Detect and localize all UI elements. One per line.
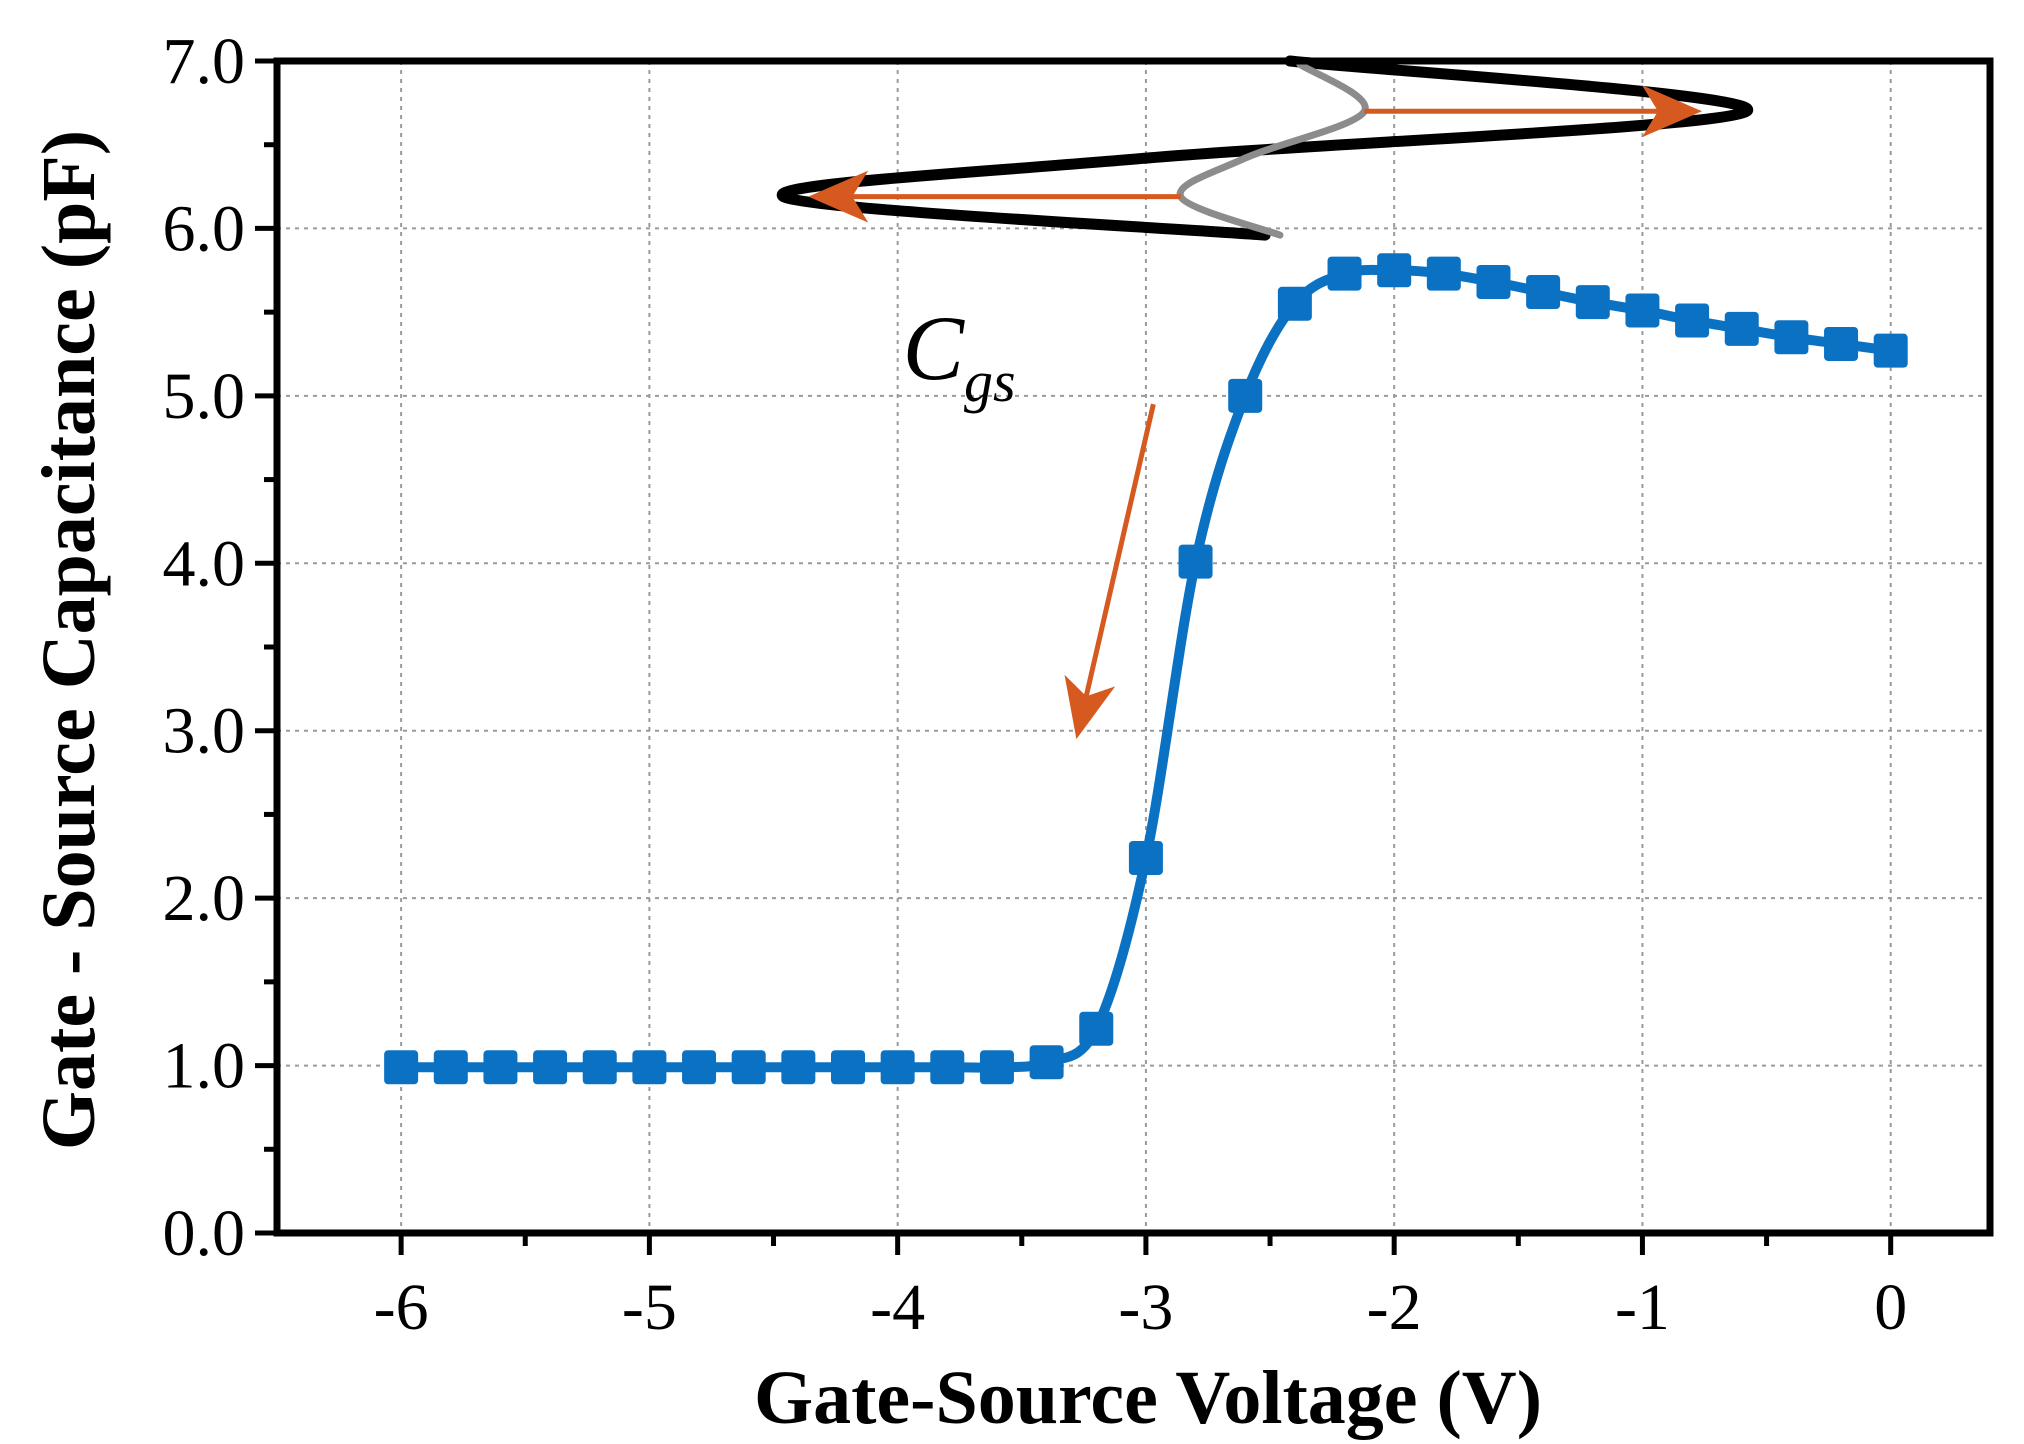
x-tick-label: -6 [374, 1271, 429, 1344]
data-point-9 [831, 1050, 865, 1085]
data-point-16 [1178, 544, 1213, 579]
data-point-20 [1377, 253, 1412, 288]
data-point-10 [880, 1050, 915, 1085]
data-point-18 [1277, 286, 1312, 321]
series [384, 253, 1908, 1085]
hysteresis-outer-loop [776, 55, 1753, 241]
tick-labels: -6 -5 -4 -3 -2 -1 0 0.0 1.0 2.0 3.0 4.0 5.0 6.0 7.0 [163, 25, 1908, 1344]
data-point-8 [781, 1050, 816, 1085]
y-tick-label: 7.0 [163, 25, 246, 98]
y-tick-label: 4.0 [163, 527, 246, 600]
x-axis-title: Gate-Source Voltage (V) [754, 1356, 1542, 1440]
y-tick-label: 2.0 [163, 862, 246, 935]
x-tick-label: -4 [870, 1271, 925, 1344]
y-tick-label: 1.0 [163, 1030, 246, 1103]
data-point-30 [1873, 333, 1908, 368]
data-point-1 [433, 1050, 468, 1085]
y-tick-label: 3.0 [163, 695, 246, 768]
axis-titles: Gate-Source Voltage (V) Gate - Source Ca… [27, 130, 1542, 1440]
cgs-label: Cgs [903, 297, 1016, 414]
data-point-11 [930, 1050, 965, 1085]
data-point-21 [1426, 256, 1461, 291]
data-point-17 [1228, 378, 1263, 413]
data-point-22 [1476, 265, 1511, 300]
data-point-14 [1079, 1011, 1114, 1046]
cgs-arrow-shaft [1082, 403, 1156, 701]
axes [255, 57, 1994, 1255]
data-point-26 [1675, 303, 1710, 338]
data-point-15 [1128, 840, 1163, 875]
data-point-2 [483, 1050, 518, 1085]
data-point-27 [1724, 311, 1759, 346]
data-point-25 [1625, 293, 1660, 328]
hysteresis-arrow-top-head [1642, 85, 1703, 138]
cgs-arrow-head [1064, 674, 1116, 740]
x-tick-label: -5 [622, 1271, 677, 1344]
data-point-6 [682, 1050, 717, 1085]
hysteresis-inner-loop [1176, 60, 1369, 239]
series-line-0 [396, 264, 1896, 1073]
data-point-19 [1327, 256, 1362, 291]
y-axis-title: Gate - Source Capacitance (pF) [27, 130, 111, 1150]
data-point-23 [1526, 275, 1561, 310]
data-point-4 [582, 1050, 617, 1085]
y-tick-label: 6.0 [163, 192, 246, 265]
y-tick-label: 0.0 [163, 1197, 246, 1270]
data-point-29 [1824, 326, 1859, 361]
cgs-label-subscript: gs [964, 349, 1016, 414]
x-tick-label: 0 [1874, 1271, 1907, 1344]
data-point-0 [384, 1050, 419, 1085]
data-point-28 [1774, 320, 1809, 355]
x-tick-label: -3 [1118, 1271, 1173, 1344]
x-tick-label: -1 [1615, 1271, 1670, 1344]
data-point-12 [979, 1050, 1014, 1085]
annotations: Cgs [776, 55, 1753, 740]
data-point-5 [632, 1050, 667, 1085]
x-tick-label: -2 [1367, 1271, 1422, 1344]
data-point-13 [1029, 1045, 1064, 1080]
data-point-24 [1575, 285, 1610, 320]
data-point-7 [731, 1050, 766, 1085]
y-tick-label: 5.0 [163, 360, 246, 433]
data-point-3 [533, 1050, 568, 1085]
hysteresis-arrow-bottom-head [808, 170, 869, 223]
